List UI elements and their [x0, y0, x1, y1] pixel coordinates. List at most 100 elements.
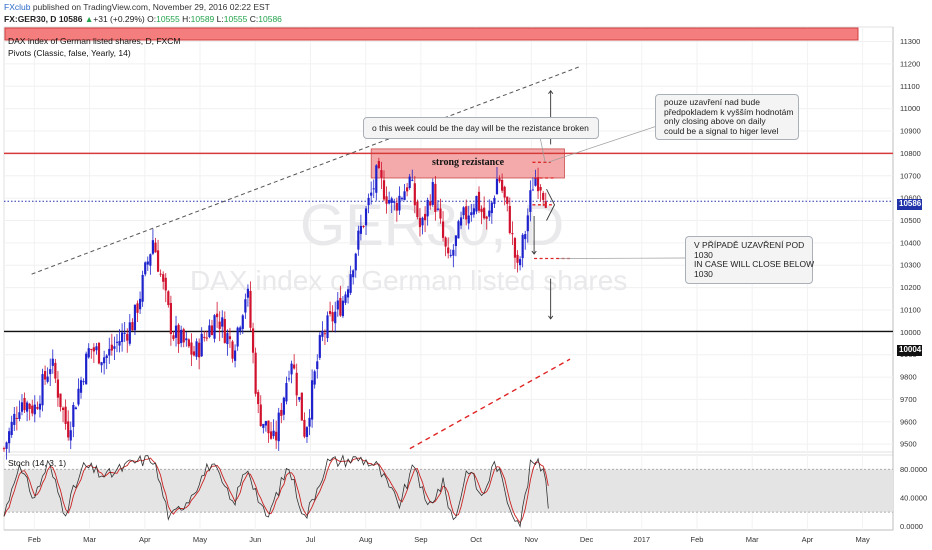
candle-bull — [277, 412, 280, 442]
candle-bull — [475, 195, 478, 212]
candle-bear — [249, 290, 252, 328]
candle-bull — [344, 294, 347, 303]
up-arrow-icon: ▲ — [84, 14, 94, 24]
candle-bull — [272, 430, 275, 437]
time-tick-label: Apr — [802, 535, 814, 544]
candle-bull — [33, 404, 36, 415]
candle-bear — [54, 362, 57, 379]
candle-bear — [362, 226, 365, 228]
candle-bull — [408, 176, 411, 189]
resistance-note-callout[interactable]: pouze uzavření nad bude předpokladem k v… — [655, 94, 799, 140]
candle-bull — [105, 355, 108, 359]
candle-bull — [311, 380, 314, 420]
candle-bear — [187, 339, 190, 347]
candle-bear — [406, 187, 409, 192]
stoch-band — [4, 469, 893, 513]
below-note-line: V PŘÍPADĚ UZAVŘENÍ POD — [694, 240, 805, 250]
price-tick-label: 11000 — [900, 104, 920, 113]
candle-bear — [331, 312, 334, 322]
stoch-tick-label: 0.0000 — [900, 522, 923, 531]
candle-bull — [118, 341, 121, 346]
candle-bull — [313, 371, 316, 385]
candle-bull — [321, 330, 324, 337]
candle-bear — [203, 336, 206, 338]
symbol-line: FX:GER30, D 10586 ▲+31 (+0.29%) O:10555 … — [4, 14, 282, 24]
time-tick-label: Jun — [249, 535, 261, 544]
candle-bear — [210, 325, 214, 336]
week-note-callout[interactable]: o this week could be the day will be the… — [363, 117, 599, 139]
candle-bull — [393, 201, 396, 203]
watermark-description: DAX index of German listed shares — [190, 265, 627, 296]
candle-bull — [5, 442, 8, 449]
candle-bull — [264, 421, 267, 426]
candle-bull — [226, 333, 229, 345]
candle-bull — [316, 361, 319, 370]
candle-bear — [97, 342, 101, 364]
direction-arrow-head — [548, 89, 554, 95]
candle-bear — [167, 291, 170, 306]
candle-bear — [164, 277, 167, 291]
price-tick-label: 10600 — [900, 194, 921, 203]
candle-bull — [462, 207, 465, 216]
candle-bull — [449, 254, 452, 256]
candle-bull — [454, 235, 457, 246]
candle-bear — [477, 191, 481, 211]
candle-bear — [513, 238, 517, 258]
candle-bull — [123, 332, 126, 334]
time-tick-label: Aug — [359, 535, 372, 544]
below-note-callout[interactable]: V PŘÍPADĚ UZAVŘENÍ POD 1030 IN CASE WILL… — [685, 236, 814, 284]
candle-bull — [490, 202, 493, 214]
callout-pointer — [539, 136, 546, 163]
candle-bull — [421, 217, 424, 226]
stoch-legend[interactable]: Stoch (14, 3, 1) — [8, 458, 67, 468]
below-note-line: 1030 — [694, 268, 713, 279]
candle-bull — [526, 215, 529, 232]
candle-bull — [287, 378, 291, 380]
price-tick-label: 10200 — [900, 283, 921, 292]
price-tick-label: 10000 — [900, 328, 921, 337]
candle-bear — [506, 196, 509, 204]
candle-bull — [77, 388, 80, 405]
candle-bull — [236, 327, 239, 347]
candle-bear — [162, 274, 165, 282]
time-tick-label: Jul — [306, 535, 316, 544]
candle-bear — [177, 324, 180, 345]
pivots-legend[interactable]: Pivots (Classic, false, Yearly, 14) — [8, 48, 131, 58]
time-tick-label: Feb — [28, 535, 41, 544]
candle-bull — [138, 298, 142, 310]
candle-bear — [536, 177, 540, 192]
candle-bear — [439, 208, 442, 219]
candle-bull — [74, 407, 77, 410]
price-tick-label: 11200 — [900, 59, 920, 68]
candle-bear — [323, 333, 327, 335]
candle-bull — [375, 165, 378, 193]
candle-bull — [352, 270, 355, 278]
candle-bear — [2, 448, 6, 450]
brand-link[interactable]: FXclub — [4, 2, 31, 12]
candle-bear — [303, 419, 306, 437]
series-legend[interactable]: DAX index of German listed shares, D, FX… — [8, 36, 181, 46]
candle-bull — [146, 261, 149, 265]
candle-bull — [364, 208, 368, 226]
candle-bull — [282, 397, 285, 415]
candle-bull — [488, 210, 491, 217]
candle-bear — [377, 161, 380, 169]
symbol-name[interactable]: FX:GER30, D — [4, 14, 57, 24]
candle-bull — [200, 333, 203, 357]
candle-bull — [233, 350, 237, 361]
candle-bear — [190, 342, 193, 355]
candle-bull — [470, 212, 473, 216]
candle-bull — [472, 208, 475, 215]
candle-bear — [198, 342, 201, 358]
price-tick-label: 10300 — [900, 261, 921, 270]
time-tick-label: Feb — [691, 535, 704, 544]
callout-pointer — [558, 257, 687, 259]
candle-bear — [23, 397, 26, 411]
candle-bull — [26, 402, 29, 412]
published-line: FXclub published on TradingView.com, Nov… — [4, 2, 270, 12]
candle-bull — [370, 192, 373, 196]
candle-bear — [126, 334, 129, 341]
candle-bear — [154, 242, 157, 253]
time-tick-label: Apr — [139, 535, 151, 544]
candle-bull — [85, 353, 88, 385]
